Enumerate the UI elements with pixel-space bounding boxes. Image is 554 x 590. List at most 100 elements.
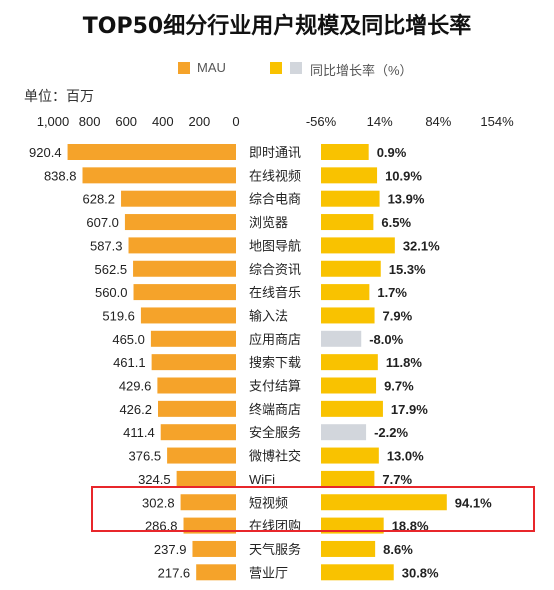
category-label: WiFi [249, 472, 275, 487]
mau-value-label: 376.5 [129, 449, 162, 464]
mau-bar [128, 237, 236, 254]
mau-value-label: 562.5 [95, 262, 128, 277]
mau-bar [124, 214, 236, 231]
mau-bar [133, 260, 236, 277]
mau-bar [151, 354, 236, 371]
mau-bar [196, 564, 236, 581]
category-label: 应用商店 [249, 332, 301, 347]
growth-bar [321, 190, 380, 207]
category-label: 综合电商 [249, 192, 301, 207]
growth-bar [321, 330, 362, 347]
growth-bar [321, 564, 394, 581]
growth-bar [321, 494, 447, 511]
growth-value-label: 13.9% [388, 192, 425, 207]
growth-bar [321, 284, 370, 301]
legend-growth-label: 同比增长率（%） [310, 63, 413, 78]
legend-growth-positive-swatch [270, 62, 282, 74]
mau-value-label: 324.5 [138, 472, 171, 487]
growth-value-label: 0.9% [377, 145, 407, 160]
mau-value-label: 920.4 [29, 145, 62, 160]
mau-axis-tick: 800 [79, 114, 101, 129]
category-label: 安全服务 [249, 425, 301, 440]
category-label: 输入法 [249, 308, 288, 323]
growth-bar [321, 167, 378, 184]
growth-value-label: 13.0% [387, 449, 424, 464]
mau-axis-tick: 0 [232, 114, 239, 129]
mau-value-label: 560.0 [95, 285, 128, 300]
legend-growth-negative-swatch [290, 62, 302, 74]
mau-value-label: 461.1 [113, 355, 146, 370]
growth-value-label: 94.1% [455, 495, 492, 510]
mau-bar [176, 470, 236, 487]
category-label: 综合资讯 [249, 262, 301, 277]
mau-value-label: 426.2 [119, 402, 152, 417]
growth-axis-tick: -56% [306, 114, 337, 129]
category-label: 微博社交 [249, 449, 301, 464]
mau-bar [67, 144, 236, 160]
mau-value-label: 587.3 [90, 238, 123, 253]
mau-bar [121, 190, 236, 207]
mau-bar [183, 517, 236, 534]
growth-value-label: 8.6% [383, 542, 413, 557]
category-label: 在线团购 [249, 519, 301, 534]
mau-bar [167, 447, 236, 464]
growth-value-label: 18.8% [392, 519, 429, 534]
category-label: 浏览器 [249, 215, 288, 230]
mau-bar [82, 167, 236, 184]
mau-bar [192, 540, 236, 557]
growth-axis-tick: 14% [367, 114, 393, 129]
mau-value-label: 607.0 [86, 215, 119, 230]
growth-axis-tick: 154% [480, 114, 514, 129]
growth-bar [321, 354, 378, 371]
growth-bar [321, 214, 374, 231]
growth-value-label: 1.7% [377, 285, 407, 300]
growth-value-label: 32.1% [403, 238, 440, 253]
legend-mau-label: MAU [197, 60, 226, 75]
mau-value-label: 838.8 [44, 168, 77, 183]
mau-value-label: 429.6 [119, 379, 152, 394]
growth-value-label: 7.7% [382, 472, 412, 487]
growth-value-label: 15.3% [389, 262, 426, 277]
category-label: 终端商店 [249, 402, 301, 417]
mau-value-label: 411.4 [123, 425, 155, 440]
mau-value-label: 465.0 [112, 332, 145, 347]
growth-bar [321, 260, 381, 277]
growth-bar [321, 424, 367, 441]
mau-axis-tick: 200 [189, 114, 211, 129]
mau-value-label: 237.9 [154, 542, 187, 557]
mau-axis-tick: 600 [115, 114, 137, 129]
growth-bar [321, 307, 375, 324]
category-label: 在线音乐 [249, 285, 301, 300]
category-label: 即时通讯 [249, 145, 301, 160]
mau-value-label: 217.6 [158, 565, 191, 580]
mau-axis-tick: 1,000 [37, 114, 70, 129]
growth-bar [321, 377, 377, 394]
legend-mau-swatch [178, 62, 190, 74]
mau-bar [160, 424, 236, 441]
chart-title: TOP50细分行业用户规模及同比增长率 [82, 14, 472, 39]
mau-bar [140, 307, 236, 324]
growth-bar [321, 517, 384, 534]
mau-value-label: 286.8 [145, 519, 178, 534]
growth-value-label: 9.7% [384, 379, 414, 394]
growth-bar [321, 447, 379, 464]
highlight-box [91, 486, 535, 532]
growth-bar [321, 237, 395, 254]
growth-bar [321, 400, 383, 417]
growth-value-label: 6.5% [381, 215, 411, 230]
mau-value-label: 302.8 [142, 495, 175, 510]
mau-bar [150, 330, 236, 347]
category-label: 天气服务 [249, 542, 301, 557]
mau-value-label: 628.2 [82, 192, 115, 207]
legend: MAU 同比增长率（%） [0, 58, 554, 78]
growth-value-label: -2.2% [374, 425, 408, 440]
category-label: 营业厅 [249, 565, 288, 580]
growth-value-label: -8.0% [369, 332, 403, 347]
category-label: 搜索下载 [249, 355, 301, 370]
mau-axis-tick: 400 [152, 114, 174, 129]
category-label: 地图导航 [249, 238, 301, 253]
growth-value-label: 10.9% [385, 168, 422, 183]
mau-value-label: 519.6 [102, 308, 135, 323]
unit-label: 单位：百万 [24, 88, 94, 104]
